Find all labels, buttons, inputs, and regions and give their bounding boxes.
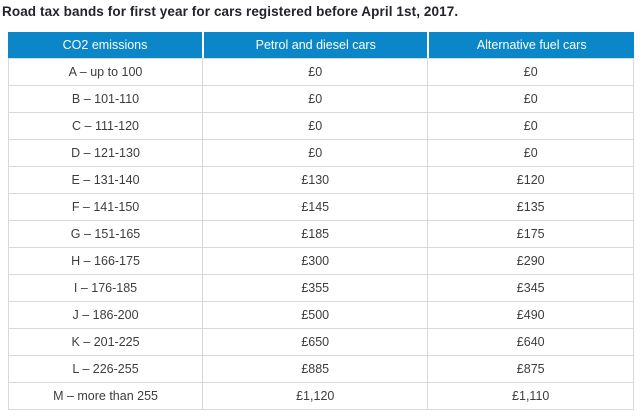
alt-fuel-cell: £640 <box>427 329 634 356</box>
band-cell: L – 226-255 <box>8 356 203 383</box>
band-cell: D – 121-130 <box>8 140 203 167</box>
table-body: A – up to 100 £0 £0 B – 101-110 £0 £0 C – 111-… <box>8 58 634 410</box>
table-header: CO2 emissions Petrol and diesel cars Alt… <box>8 32 634 58</box>
table-row: M – more than 255 £1,120 £1,110 <box>8 383 634 410</box>
alt-fuel-cell: £0 <box>427 113 634 140</box>
alt-fuel-cell: £1,110 <box>427 383 634 410</box>
petrol-diesel-cell: £145 <box>202 194 428 221</box>
alt-fuel-cell: £135 <box>427 194 634 221</box>
band-cell: I – 176-185 <box>8 275 203 302</box>
table-row: C – 111-120 £0 £0 <box>8 113 634 140</box>
petrol-diesel-cell: £650 <box>202 329 428 356</box>
band-cell: A – up to 100 <box>8 58 203 86</box>
petrol-diesel-cell: £0 <box>202 86 428 113</box>
table-row: J – 186-200 £500 £490 <box>8 302 634 329</box>
petrol-diesel-cell: £0 <box>202 140 428 167</box>
alt-fuel-cell: £120 <box>427 167 634 194</box>
petrol-diesel-cell: £0 <box>202 58 428 86</box>
petrol-diesel-cell: £1,120 <box>202 383 428 410</box>
table-row: A – up to 100 £0 £0 <box>8 58 634 86</box>
band-cell: J – 186-200 <box>8 302 203 329</box>
petrol-diesel-cell: £355 <box>202 275 428 302</box>
band-cell: K – 201-225 <box>8 329 203 356</box>
petrol-diesel-cell: £0 <box>202 113 428 140</box>
header-petrol-diesel: Petrol and diesel cars <box>202 32 428 58</box>
table-row: D – 121-130 £0 £0 <box>8 140 634 167</box>
table-row: L – 226-255 £885 £875 <box>8 356 634 383</box>
band-cell: B – 101-110 <box>8 86 203 113</box>
alt-fuel-cell: £290 <box>427 248 634 275</box>
table-row: H – 166-175 £300 £290 <box>8 248 634 275</box>
alt-fuel-cell: £875 <box>427 356 634 383</box>
header-alternative-fuel: Alternative fuel cars <box>427 32 634 58</box>
band-cell: C – 111-120 <box>8 113 203 140</box>
table-row: B – 101-110 £0 £0 <box>8 86 634 113</box>
alt-fuel-cell: £0 <box>427 86 634 113</box>
table-row: I – 176-185 £355 £345 <box>8 275 634 302</box>
band-cell: M – more than 255 <box>8 383 203 410</box>
table-row: K – 201-225 £650 £640 <box>8 329 634 356</box>
petrol-diesel-cell: £130 <box>202 167 428 194</box>
table-row: F – 141-150 £145 £135 <box>8 194 634 221</box>
band-cell: F – 141-150 <box>8 194 203 221</box>
alt-fuel-cell: £0 <box>427 58 634 86</box>
table-row: G – 151-165 £185 £175 <box>8 221 634 248</box>
band-cell: G – 151-165 <box>8 221 203 248</box>
header-co2-emissions: CO2 emissions <box>8 32 203 58</box>
header-row: CO2 emissions Petrol and diesel cars Alt… <box>8 32 634 58</box>
road-tax-table: CO2 emissions Petrol and diesel cars Alt… <box>8 32 634 410</box>
petrol-diesel-cell: £500 <box>202 302 428 329</box>
table-row: E – 131-140 £130 £120 <box>8 167 634 194</box>
page-title: Road tax bands for first year for cars r… <box>2 4 459 19</box>
alt-fuel-cell: £345 <box>427 275 634 302</box>
petrol-diesel-cell: £185 <box>202 221 428 248</box>
band-cell: H – 166-175 <box>8 248 203 275</box>
alt-fuel-cell: £0 <box>427 140 634 167</box>
petrol-diesel-cell: £300 <box>202 248 428 275</box>
alt-fuel-cell: £490 <box>427 302 634 329</box>
band-cell: E – 131-140 <box>8 167 203 194</box>
alt-fuel-cell: £175 <box>427 221 634 248</box>
petrol-diesel-cell: £885 <box>202 356 428 383</box>
